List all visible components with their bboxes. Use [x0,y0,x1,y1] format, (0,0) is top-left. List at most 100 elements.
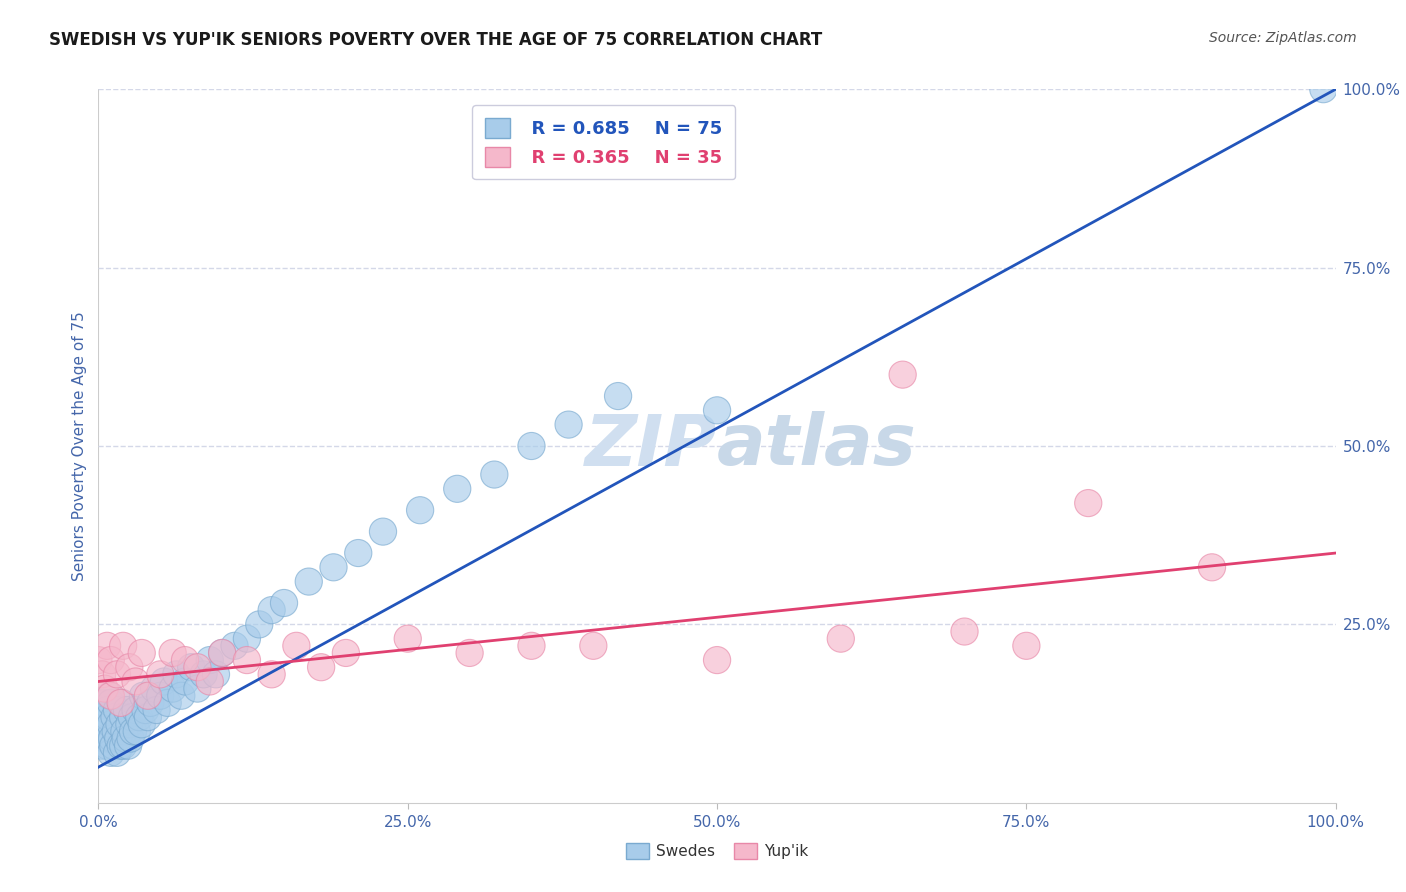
Ellipse shape [93,632,121,659]
Ellipse shape [132,697,159,723]
Ellipse shape [110,704,136,731]
Ellipse shape [103,718,129,745]
Ellipse shape [208,640,236,666]
Ellipse shape [97,711,124,738]
Ellipse shape [135,682,162,709]
Ellipse shape [146,682,174,709]
Ellipse shape [159,640,186,666]
Ellipse shape [579,632,607,659]
Ellipse shape [141,675,167,702]
Ellipse shape [208,640,236,666]
Ellipse shape [104,661,131,688]
Ellipse shape [91,725,118,752]
Ellipse shape [517,632,546,659]
Ellipse shape [889,361,917,388]
Ellipse shape [108,690,135,716]
Ellipse shape [406,497,433,524]
Ellipse shape [163,661,190,688]
Ellipse shape [321,554,347,581]
Ellipse shape [605,383,631,409]
Ellipse shape [129,682,156,709]
Ellipse shape [117,725,145,752]
Ellipse shape [136,690,165,716]
Ellipse shape [98,725,125,752]
Ellipse shape [84,647,112,673]
Ellipse shape [950,618,979,645]
Ellipse shape [104,697,131,723]
Ellipse shape [101,704,128,731]
Ellipse shape [1012,632,1040,659]
Ellipse shape [128,640,155,666]
Ellipse shape [135,704,162,731]
Ellipse shape [100,732,127,759]
Ellipse shape [114,732,142,759]
Ellipse shape [221,632,247,659]
Ellipse shape [197,647,224,673]
Ellipse shape [197,668,224,695]
Ellipse shape [97,739,124,766]
Ellipse shape [112,725,139,752]
Ellipse shape [97,690,124,716]
Ellipse shape [91,675,118,702]
Ellipse shape [167,682,195,709]
Ellipse shape [87,718,114,745]
Ellipse shape [110,632,136,659]
Ellipse shape [114,697,141,723]
Ellipse shape [104,739,131,766]
Ellipse shape [202,661,229,688]
Ellipse shape [517,433,546,459]
Text: ZIP: ZIP [585,411,717,481]
Text: SWEDISH VS YUP'IK SENIORS POVERTY OVER THE AGE OF 75 CORRELATION CHART: SWEDISH VS YUP'IK SENIORS POVERTY OVER T… [49,31,823,49]
Ellipse shape [125,704,153,731]
Ellipse shape [84,690,112,716]
Ellipse shape [107,732,135,759]
Ellipse shape [308,654,335,681]
Ellipse shape [332,640,360,666]
Ellipse shape [456,640,484,666]
Ellipse shape [122,668,149,695]
Ellipse shape [1198,554,1226,581]
Ellipse shape [172,668,198,695]
Legend: Swedes, Yup'ik: Swedes, Yup'ik [619,835,815,866]
Ellipse shape [90,704,117,731]
Ellipse shape [93,697,121,723]
Ellipse shape [295,568,322,595]
Ellipse shape [270,590,298,616]
Ellipse shape [555,411,582,438]
Ellipse shape [124,718,150,745]
Ellipse shape [128,711,155,738]
Ellipse shape [155,690,181,716]
Ellipse shape [184,654,211,681]
Ellipse shape [370,518,396,545]
Ellipse shape [118,704,145,731]
Ellipse shape [143,697,170,723]
Ellipse shape [107,690,135,716]
Ellipse shape [1074,490,1102,516]
Ellipse shape [233,647,260,673]
Ellipse shape [177,654,205,681]
Ellipse shape [97,647,124,673]
Ellipse shape [246,611,273,638]
Ellipse shape [172,647,198,673]
Y-axis label: Seniors Poverty Over the Age of 75: Seniors Poverty Over the Age of 75 [72,311,87,581]
Ellipse shape [827,625,855,652]
Ellipse shape [89,732,115,759]
Ellipse shape [233,625,260,652]
Ellipse shape [94,704,122,731]
Ellipse shape [190,661,217,688]
Ellipse shape [93,718,120,745]
Ellipse shape [150,668,177,695]
Ellipse shape [115,711,143,738]
Ellipse shape [91,690,118,716]
Ellipse shape [120,718,146,745]
Ellipse shape [481,461,508,488]
Ellipse shape [703,647,731,673]
Ellipse shape [93,732,121,759]
Ellipse shape [344,540,371,566]
Ellipse shape [394,625,422,652]
Ellipse shape [184,675,211,702]
Ellipse shape [159,675,186,702]
Ellipse shape [283,632,309,659]
Ellipse shape [105,711,134,738]
Ellipse shape [94,725,122,752]
